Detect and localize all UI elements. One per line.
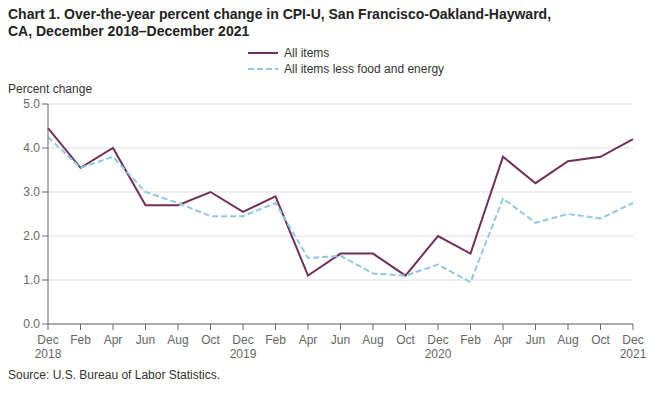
html-text:Source: U.S. Bureau of Labor S: Source: U.S. Bureau of Labor Statistics. [8, 368, 221, 382]
svg-text:Oct: Oct [201, 333, 220, 347]
svg-text:Feb: Feb [460, 333, 481, 347]
svg-text:Apr: Apr [104, 333, 123, 347]
svg-text:2.0: 2.0 [23, 229, 40, 243]
svg-text:Jun: Jun [331, 333, 350, 347]
svg-text:Aug: Aug [167, 333, 188, 347]
svg-text:Aug: Aug [557, 333, 578, 347]
svg-text:4.0: 4.0 [23, 141, 40, 155]
html-text:All items less food and energy: All items less food and energy [284, 62, 445, 76]
svg-text:0.0: 0.0 [23, 317, 40, 331]
html-text:Chart 1. Over-the-year percent: Chart 1. Over-the-year percent change in… [8, 6, 551, 22]
svg-text:Oct: Oct [591, 333, 610, 347]
svg-text:Jun: Jun [526, 333, 545, 347]
svg-text:Apr: Apr [494, 333, 513, 347]
svg-text:Apr: Apr [299, 333, 318, 347]
svg-text:Oct: Oct [396, 333, 415, 347]
svg-text:Dec2019: Dec2019 [230, 333, 257, 361]
svg-text:Jun: Jun [136, 333, 155, 347]
svg-text:Feb: Feb [265, 333, 286, 347]
svg-text:Dec2021: Dec2021 [620, 333, 647, 361]
html-text:Percent change: Percent change [8, 82, 93, 96]
svg-text:Aug: Aug [362, 333, 383, 347]
html-text:All items: All items [284, 46, 330, 60]
svg-text:1.0: 1.0 [23, 273, 40, 287]
svg-text:3.0: 3.0 [23, 185, 40, 199]
svg-text:5.0: 5.0 [23, 97, 40, 111]
svg-text:Dec2018: Dec2018 [35, 333, 62, 361]
svg-text:Dec2020: Dec2020 [425, 333, 452, 361]
svg-text:Feb: Feb [70, 333, 91, 347]
html-text:CA, December 2018–December 202: CA, December 2018–December 2021 [8, 23, 250, 39]
